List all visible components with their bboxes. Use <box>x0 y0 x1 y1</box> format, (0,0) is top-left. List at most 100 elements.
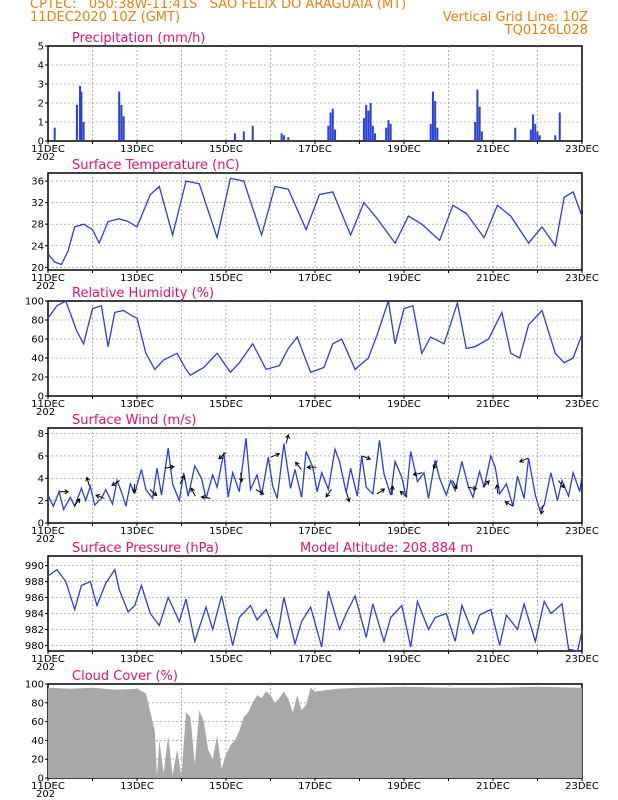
wind-xtick-label: 11DEC <box>31 526 65 537</box>
wind-arrow <box>482 480 490 488</box>
wind-arrow-head <box>389 485 395 490</box>
precip-ytick-label: 5 <box>38 42 44 53</box>
wind-xtick-label: 21DEC <box>476 526 510 537</box>
temp-ytick-label: 32 <box>31 198 44 209</box>
cloud-ytick-label: 40 <box>31 736 44 747</box>
precip-ytick-label: 1 <box>38 118 44 129</box>
wind-arrow <box>149 489 157 496</box>
temp-xtick-label: 23DEC <box>565 273 599 284</box>
wind-ytick-label: 0 <box>38 519 44 530</box>
temp-xtick-label: 21DEC <box>476 273 510 284</box>
wind-arrow-head <box>131 489 137 494</box>
precip-bar <box>233 133 236 141</box>
wind-arrow-head <box>190 487 195 493</box>
wind-arrow-head <box>259 490 265 495</box>
wind-arrow <box>433 460 438 469</box>
header-line3-right: TQ0126L028 <box>504 23 588 38</box>
precip-xtick-label: 11DEC <box>31 144 65 155</box>
wind-arrow-head <box>412 471 418 477</box>
wind-arrow-head <box>432 464 438 470</box>
wind-arrow-head <box>560 483 565 489</box>
precip-bar <box>327 125 330 141</box>
cloud-xtick-sublabel: 202 <box>36 789 55 800</box>
header-line1: CPTEC: 050:38W-11:41S SAO FELIX DO ARAGU… <box>30 0 407 12</box>
precip-xtick-sublabel: 202 <box>36 152 55 163</box>
precip-bar <box>436 127 439 141</box>
wind-arrow-head <box>504 501 510 506</box>
precip-bar <box>474 122 477 141</box>
wind-arrow <box>504 501 514 507</box>
precip-bar <box>558 112 561 141</box>
cloud-xtick-label: 11DEC <box>31 781 65 792</box>
precip-bar <box>79 85 82 141</box>
pressure-xtick-label: 21DEC <box>476 654 510 665</box>
wind-xtick-label: 19DEC <box>387 526 421 537</box>
pressure-series-line <box>47 567 583 652</box>
cloud-ytick-label: 20 <box>31 755 44 766</box>
wind-arrow-head <box>380 488 386 493</box>
precip-ytick-label: 4 <box>38 61 44 72</box>
pressure-ytick-label: 988 <box>25 577 44 588</box>
pressure-ytick-label: 982 <box>25 625 44 636</box>
precip-bar <box>280 133 283 141</box>
wind-arrow-head <box>518 458 524 463</box>
wind-arrow <box>133 483 136 493</box>
precip-bar <box>242 131 245 141</box>
precip-bar <box>118 91 121 141</box>
precip-bar <box>371 125 374 141</box>
precip-xtick-label: 23DEC <box>565 144 599 155</box>
wind-arrow-head <box>345 497 351 503</box>
precip-bar <box>532 114 535 141</box>
wind-arrow <box>295 461 302 470</box>
wind-arrow <box>285 434 289 444</box>
rh-xtick-label: 17DEC <box>298 399 332 410</box>
wind-arrow-head <box>169 464 175 470</box>
wind-xtick-label: 15DEC <box>209 526 243 537</box>
precip-bar <box>282 135 285 141</box>
temp-ytick-label: 36 <box>31 177 44 188</box>
precip-ytick-label: 2 <box>38 99 44 110</box>
precip-bar <box>536 131 539 141</box>
pressure-title: Surface Pressure (hPa) <box>72 541 219 556</box>
wind-arrow <box>361 455 371 460</box>
precip-bar <box>251 125 254 141</box>
temp-series-line <box>47 177 583 266</box>
header-line2-right: Vertical Grid Line: 10Z <box>442 10 588 25</box>
wind-arrow <box>346 492 350 502</box>
wind-arrow <box>86 477 90 487</box>
rh-xtick-label: 13DEC <box>120 399 154 410</box>
precip-bar <box>53 127 56 141</box>
precip-bar <box>514 127 517 141</box>
wind-arrow <box>95 494 105 499</box>
wind-arrow <box>540 504 544 514</box>
wind-arrow <box>164 466 174 469</box>
wind-arrow-head <box>453 484 458 490</box>
temp-xtick-label: 17DEC <box>298 273 332 284</box>
precip-xtick-label: 17DEC <box>298 144 332 155</box>
wind-arrow <box>467 486 477 490</box>
precip-bar <box>434 101 437 141</box>
precip-bar <box>80 91 83 141</box>
wind-arrow <box>270 453 280 458</box>
pressure-xtick-label: 15DEC <box>209 654 243 665</box>
wind-arrow-head <box>64 489 70 495</box>
wind-xtick-sublabel: 202 <box>36 534 55 545</box>
precip-bar <box>374 133 377 141</box>
temp-ytick-label: 20 <box>31 263 44 274</box>
pressure-subtitle: Model Altitude: 208.884 m <box>300 541 473 556</box>
rh-xtick-label: 21DEC <box>476 399 510 410</box>
wind-arrow <box>399 491 408 498</box>
cloud-area <box>48 686 582 778</box>
precip-bar <box>365 104 368 141</box>
cloud-xtick-label: 15DEC <box>209 781 243 792</box>
pressure-xtick-label: 13DEC <box>120 654 154 665</box>
cloud-xtick-label: 19DEC <box>387 781 421 792</box>
wind-ytick-label: 8 <box>38 429 44 440</box>
rh-series-line <box>47 300 583 376</box>
precip-title: Precipitation (mm/h) <box>72 31 205 46</box>
temp-ytick-label: 24 <box>31 241 44 252</box>
precip-bar <box>82 122 85 141</box>
wind-arrow <box>255 489 264 495</box>
cloud-title: Cloud Cover (%) <box>72 669 178 684</box>
wind-arrow <box>179 475 185 485</box>
